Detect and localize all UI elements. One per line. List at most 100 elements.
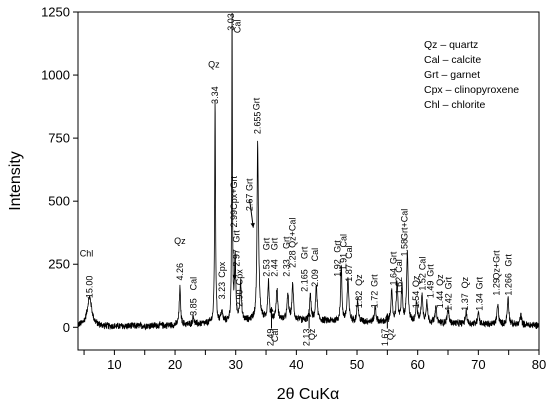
peak-label: 1.37: [460, 293, 470, 311]
arrow-head: [306, 312, 312, 317]
peak-label: 1.266: [504, 273, 514, 296]
legend-entry: Cpx – clinopyroxene: [424, 84, 519, 96]
arrow-head: [232, 274, 237, 280]
peak-label: Grt: [245, 178, 255, 191]
peak-label: 1.67: [380, 329, 390, 347]
peak-label: 2.49: [265, 329, 275, 347]
legend-entry: Grt – garnet: [424, 69, 480, 81]
peak-label: 2.09: [310, 269, 320, 287]
peak-label: 2.165: [299, 269, 309, 292]
peak-label: Grt: [333, 240, 343, 253]
peak-label: Grt: [425, 264, 435, 277]
peak-label: Cal: [270, 329, 280, 343]
peak-label: 3.34: [210, 86, 220, 104]
peak-label: 1.92: [333, 259, 343, 277]
peak-label: 1.91: [339, 253, 349, 271]
x-axis-title: 2θ CuKα: [277, 386, 340, 403]
peak-label: Chl: [80, 249, 94, 259]
x-tick-label: 50: [350, 357, 364, 372]
legend-entry: Cal – calcite: [424, 54, 481, 66]
peak-label: 2.13: [302, 329, 312, 347]
peak-annotations: Chl15.00Qz4.26Cal3.85Qz3.34Cpx3.23Cal3.0…: [80, 13, 514, 346]
peak-label: Cal: [394, 259, 404, 273]
peak-label: Grt+Cal: [399, 209, 409, 240]
y-tick-label: 0: [63, 320, 70, 335]
peak-label: Cpx: [217, 261, 227, 278]
peak-label: Cal: [310, 248, 320, 262]
legend: Qz – quartz Cal – calcite Grt – garnet Cpx …: [424, 39, 519, 111]
y-tick-label: 250: [48, 257, 70, 272]
x-tick-label: 60: [410, 357, 424, 372]
peak-label: 1.34: [475, 293, 485, 311]
x-tick-label: 20: [168, 357, 182, 372]
peak-label: Cal: [188, 277, 198, 291]
x-tick-label: 40: [289, 357, 303, 372]
peak-label: 1.87: [344, 264, 354, 282]
plot-frame: [77, 11, 540, 351]
peak-label: 2.44: [270, 259, 280, 277]
peak-label: 2.90: [234, 289, 244, 307]
peak-label: 1.49: [425, 281, 435, 299]
peak-label: 1.29: [492, 278, 502, 296]
peak-label: 1.58: [399, 239, 409, 257]
legend-entry: Qz – quartz: [424, 39, 478, 51]
x-tick-label: 80: [532, 357, 546, 372]
peak-label: Grt: [251, 97, 261, 110]
peak-label: Qz: [411, 275, 421, 287]
peak-label: Grt: [475, 276, 485, 289]
arrow-head: [385, 313, 390, 318]
y-axis-ticks: 0 250 500 750 1000 1250: [41, 5, 78, 335]
diffraction-pattern-line: [77, 12, 540, 331]
arrow-shaft: [249, 199, 254, 228]
peak-label: 2.33: [282, 259, 292, 277]
peak-label: 15.00: [85, 276, 95, 299]
peak-label: Qz: [435, 274, 445, 286]
arrow-head: [269, 307, 274, 312]
peak-label: Grt: [388, 251, 398, 264]
peak-label: 1.42: [444, 293, 454, 311]
arrow-head: [250, 222, 255, 228]
peak-label: Grt: [262, 237, 272, 250]
peak-label: Qz+Cal: [288, 218, 298, 248]
peak-label: Cal: [233, 20, 243, 34]
x-tick-label: 30: [228, 357, 242, 372]
peak-label: Qz: [174, 236, 186, 246]
peak-label: Qz: [460, 276, 470, 288]
x-axis-ticks: 10 20 30 40 50 60 70 80: [83, 350, 546, 372]
peak-label: Grt: [299, 246, 309, 259]
y-axis-title: Intensity: [7, 151, 24, 211]
peak-label: Cal: [339, 234, 349, 248]
peak-label: 3.23: [217, 282, 227, 300]
peak-label: Grt: [282, 236, 292, 249]
peak-label: 1.44: [435, 291, 445, 309]
peak-label: Qz: [307, 328, 317, 340]
peak-label: Cal: [344, 245, 354, 259]
peak-label: Grt: [444, 276, 454, 289]
peak-label: Cpx: [234, 269, 244, 286]
peak-label: 1.54: [411, 291, 421, 309]
x-tick-label: 70: [471, 357, 485, 372]
peak-label: Qz: [385, 328, 395, 340]
y-tick-label: 500: [48, 194, 70, 209]
peak-label: Grt: [504, 254, 514, 267]
y-tick-label: 1250: [41, 5, 70, 20]
peak-label: 2.655: [253, 112, 263, 135]
peak-label: Grt: [231, 230, 241, 243]
peak-label: 1.64: [388, 268, 398, 286]
peak-label: 1.82: [354, 291, 364, 309]
y-tick-label: 750: [48, 131, 70, 146]
peak-label: 3.03: [226, 13, 236, 31]
peak-label: Cpx+Grt: [229, 175, 239, 209]
peak-label: Qz: [208, 59, 220, 69]
x-tick-label: 10: [107, 357, 121, 372]
peak-label: 2.97: [231, 249, 241, 267]
peak-label: 1.62: [394, 277, 404, 295]
peak-label: Grt: [270, 237, 280, 250]
peak-label: Qz+Grt: [492, 250, 502, 280]
peak-label: 2.99: [229, 210, 239, 228]
peak-label: Qz: [354, 274, 364, 286]
peak-label: 4.26: [175, 263, 185, 281]
peak-arrows: [232, 199, 390, 329]
y-tick-label: 1000: [41, 68, 70, 83]
